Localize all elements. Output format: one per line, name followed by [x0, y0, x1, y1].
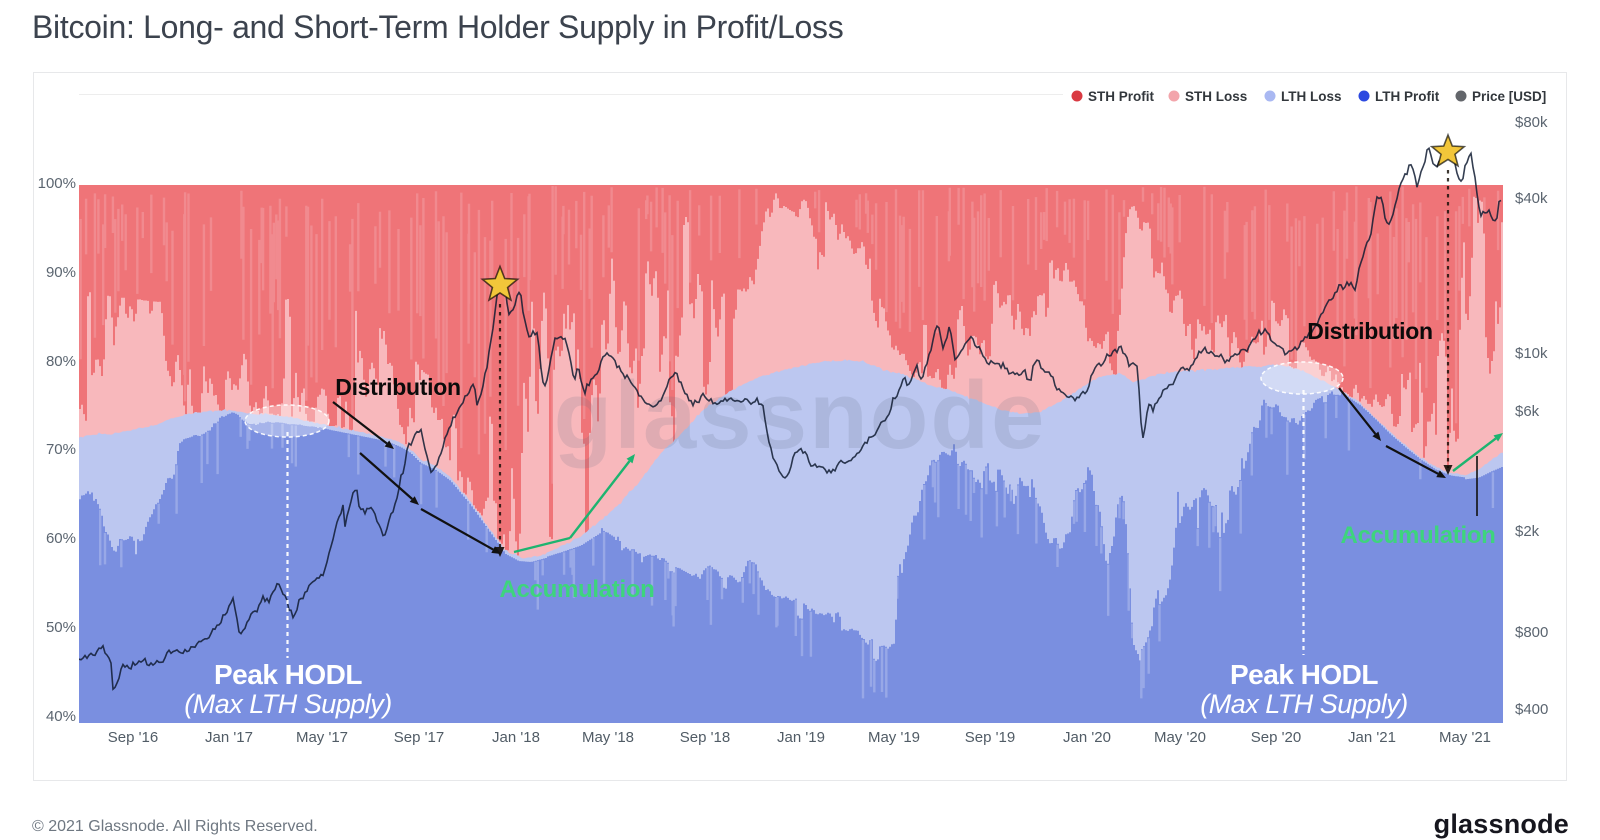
svg-text:Peak HODL: Peak HODL	[1230, 659, 1378, 690]
svg-text:$400: $400	[1515, 701, 1548, 718]
svg-text:Distribution: Distribution	[335, 374, 460, 400]
svg-text:glassnode: glassnode	[1434, 809, 1569, 839]
svg-text:Jan '18: Jan '18	[492, 729, 540, 746]
svg-text:$40k: $40k	[1515, 190, 1548, 207]
svg-text:Sep '19: Sep '19	[965, 729, 1015, 746]
svg-text:$10k: $10k	[1515, 345, 1548, 362]
svg-text:Sep '17: Sep '17	[394, 729, 444, 746]
svg-text:(Max LTH Supply): (Max LTH Supply)	[184, 689, 392, 719]
svg-text:$800: $800	[1515, 624, 1548, 641]
svg-text:Jan '21: Jan '21	[1348, 729, 1396, 746]
svg-text:90%: 90%	[46, 264, 76, 281]
svg-text:70%: 70%	[46, 441, 76, 458]
svg-text:$2k: $2k	[1515, 523, 1540, 540]
svg-text:Sep '20: Sep '20	[1251, 729, 1301, 746]
svg-text:STH Loss: STH Loss	[1185, 89, 1247, 104]
svg-text:Sep '18: Sep '18	[680, 729, 730, 746]
svg-text:$80k: $80k	[1515, 114, 1548, 131]
svg-text:STH Profit: STH Profit	[1088, 89, 1155, 104]
svg-text:Jan '19: Jan '19	[777, 729, 825, 746]
svg-text:Sep '16: Sep '16	[108, 729, 158, 746]
svg-text:May '17: May '17	[296, 729, 348, 746]
svg-text:May '19: May '19	[868, 729, 920, 746]
svg-text:LTH Profit: LTH Profit	[1375, 89, 1440, 104]
svg-text:Price [USD]: Price [USD]	[1472, 89, 1546, 104]
svg-text:Peak HODL: Peak HODL	[214, 659, 362, 690]
svg-text:Jan '20: Jan '20	[1063, 729, 1111, 746]
svg-text:Distribution: Distribution	[1307, 318, 1432, 344]
svg-text:Bitcoin: Long- and Short-Term: Bitcoin: Long- and Short-Term Holder Sup…	[32, 9, 843, 45]
svg-text:Jan '17: Jan '17	[205, 729, 253, 746]
svg-text:(Max LTH Supply): (Max LTH Supply)	[1200, 689, 1408, 719]
svg-text:80%: 80%	[46, 353, 76, 370]
svg-text:Accumulation: Accumulation	[1340, 522, 1495, 549]
svg-text:40%: 40%	[46, 708, 76, 725]
svg-text:May '21: May '21	[1439, 729, 1491, 746]
svg-text:May '18: May '18	[582, 729, 634, 746]
svg-text:50%: 50%	[46, 619, 76, 636]
svg-text:60%: 60%	[46, 530, 76, 547]
svg-text:Accumulation: Accumulation	[499, 576, 654, 603]
svg-text:100%: 100%	[38, 175, 76, 192]
svg-text:glassnode: glassnode	[554, 362, 1047, 469]
svg-text:$6k: $6k	[1515, 403, 1540, 420]
svg-text:© 2021 Glassnode. All Rights R: © 2021 Glassnode. All Rights Reserved.	[32, 818, 318, 835]
svg-text:May '20: May '20	[1154, 729, 1206, 746]
svg-text:LTH Loss: LTH Loss	[1281, 89, 1342, 104]
